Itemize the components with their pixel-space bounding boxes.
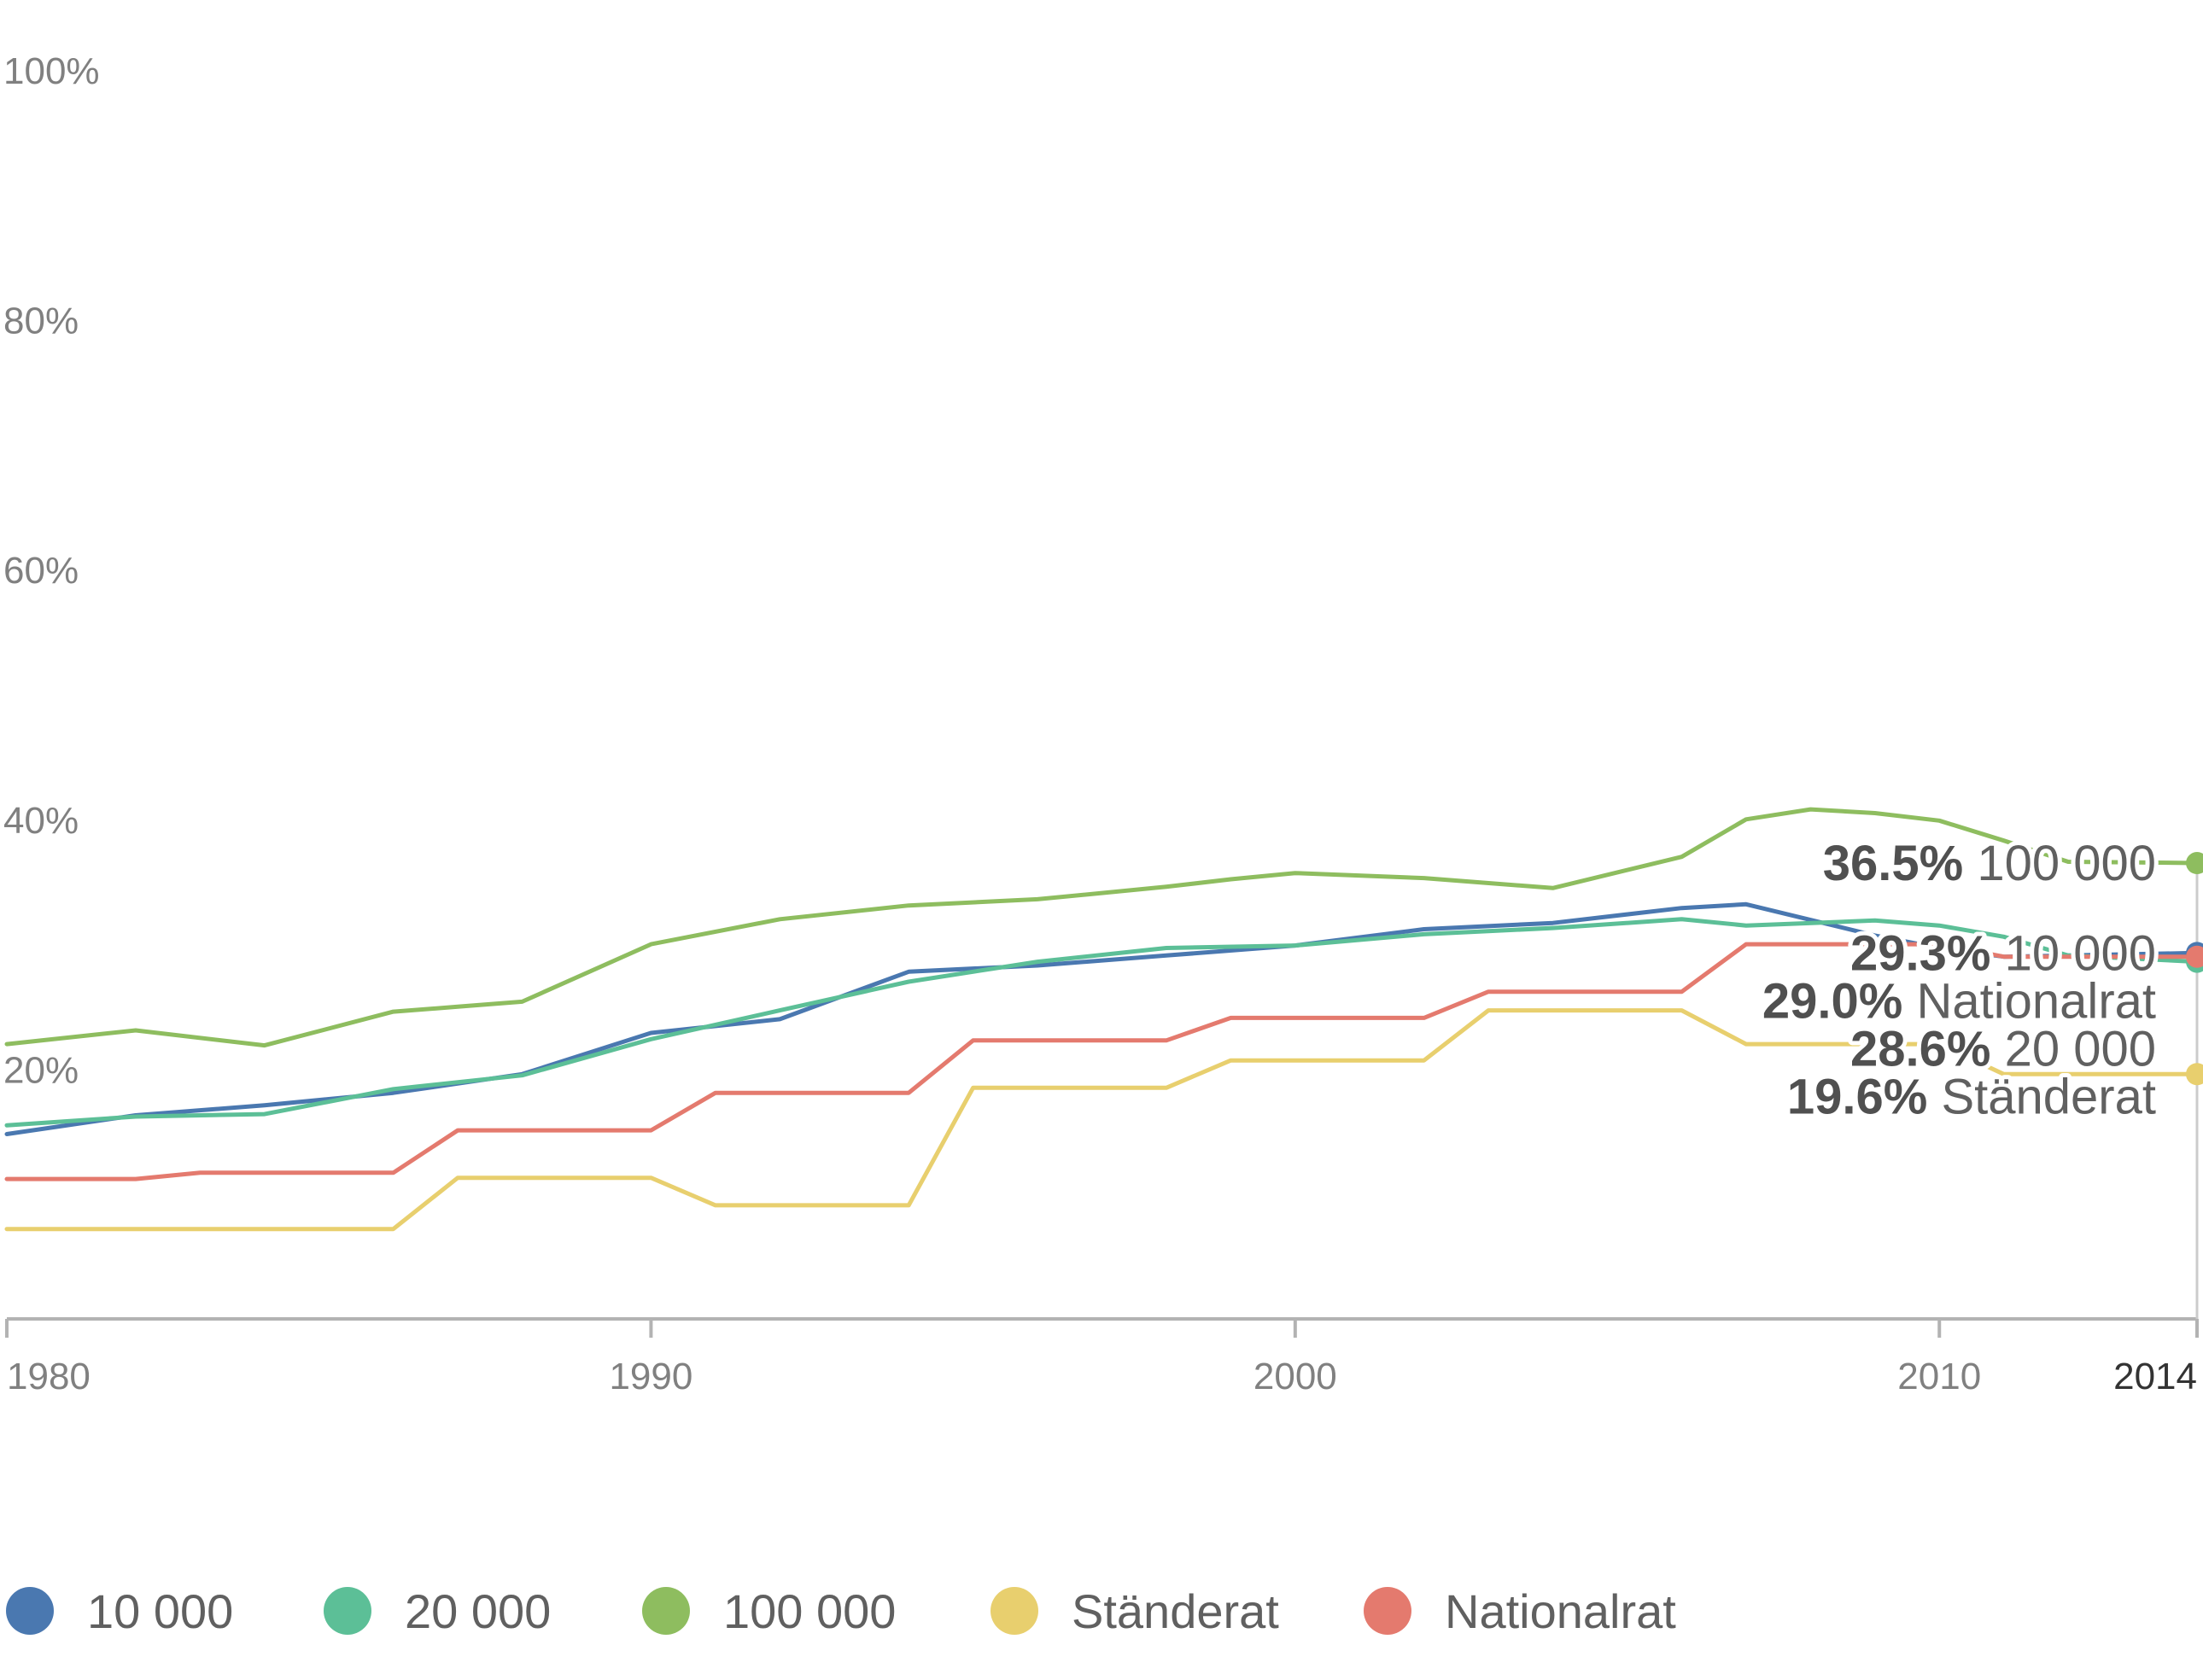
x-tick-label: 2014	[2113, 1356, 2197, 1397]
y-tick-label: 100%	[3, 50, 100, 92]
x-tick-label: 1990	[609, 1356, 692, 1397]
x-tick-label: 2010	[1897, 1356, 1981, 1397]
end-label-name: 100 000	[1977, 836, 2156, 891]
end-marker-100-000	[2186, 852, 2203, 875]
end-label-value: 29.0%	[1762, 973, 1902, 1029]
legend-label: 20 000	[405, 1584, 551, 1638]
end-markers	[2186, 852, 2203, 1086]
legend-label: 100 000	[723, 1584, 896, 1638]
end-label-space	[1963, 836, 1977, 891]
end-label-value: 19.6%	[1787, 1069, 1927, 1124]
end-label-10-000: 29.3% 10 000	[1850, 925, 2156, 981]
end-label-name: 10 000	[2005, 925, 2156, 981]
y-tick-label: 40%	[3, 800, 79, 842]
end-label-name: Ständerat	[1941, 1069, 2156, 1124]
series-line-20-000	[4, 917, 2200, 1128]
series-line-nationalrat	[4, 942, 2200, 1181]
legend-label: Nationalrat	[1445, 1584, 1676, 1638]
x-tick-label: 2000	[1253, 1356, 1337, 1397]
end-label-nationalrat: 29.0% Nationalrat	[1762, 973, 2156, 1029]
y-tick-label: 80%	[3, 300, 79, 342]
y-axis: 20% 40% 60% 80% 100%	[3, 50, 100, 1091]
y-tick-label: 20%	[3, 1049, 79, 1091]
legend-item-nationalrat[interactable]: Nationalrat	[1364, 1584, 1676, 1638]
legend-swatch	[642, 1587, 690, 1635]
legend-swatch	[6, 1587, 54, 1635]
end-label-value: 29.3%	[1850, 925, 1990, 981]
end-label-standerat: 19.6% Ständerat	[1787, 1069, 2156, 1124]
end-label-value: 36.5%	[1823, 836, 1963, 891]
legend-item-10-000[interactable]: 10 000	[6, 1584, 233, 1638]
end-label-100-000: 36.5% 100 000	[1823, 836, 2156, 891]
end-marker-nationalrat	[2186, 945, 2203, 968]
end-label-value: 28.6%	[1850, 1021, 1990, 1076]
legend-item-20-000[interactable]: 20 000	[324, 1584, 551, 1638]
x-tick-label: 1980	[7, 1356, 91, 1397]
end-marker-standerat	[2186, 1063, 2203, 1086]
end-label-space	[1927, 1069, 1941, 1124]
end-label-name: 20 000	[2005, 1021, 2156, 1076]
legend-label: 10 000	[87, 1584, 233, 1638]
legend-swatch	[1364, 1587, 1411, 1635]
legend-item-standerat[interactable]: Ständerat	[990, 1584, 1279, 1638]
end-label-20-000: 28.6% 20 000	[1850, 1021, 2156, 1076]
end-label-name: Nationalrat	[1917, 973, 2156, 1029]
series-lines	[4, 807, 2200, 1232]
legend-item-100-000[interactable]: 100 000	[642, 1584, 896, 1638]
series-line-standerat	[4, 1008, 2200, 1232]
legend-swatch	[324, 1587, 371, 1635]
y-tick-label: 60%	[3, 550, 79, 592]
x-axis: 1980 1990 2000 2010 2014	[5, 1317, 2199, 1397]
legend-label: Ständerat	[1072, 1584, 1279, 1638]
legend-swatch	[990, 1587, 1038, 1635]
series-line-100-000	[4, 807, 2200, 1048]
legend: 10 000 20 000 100 000 Ständerat Nationalrat	[6, 1584, 1676, 1638]
